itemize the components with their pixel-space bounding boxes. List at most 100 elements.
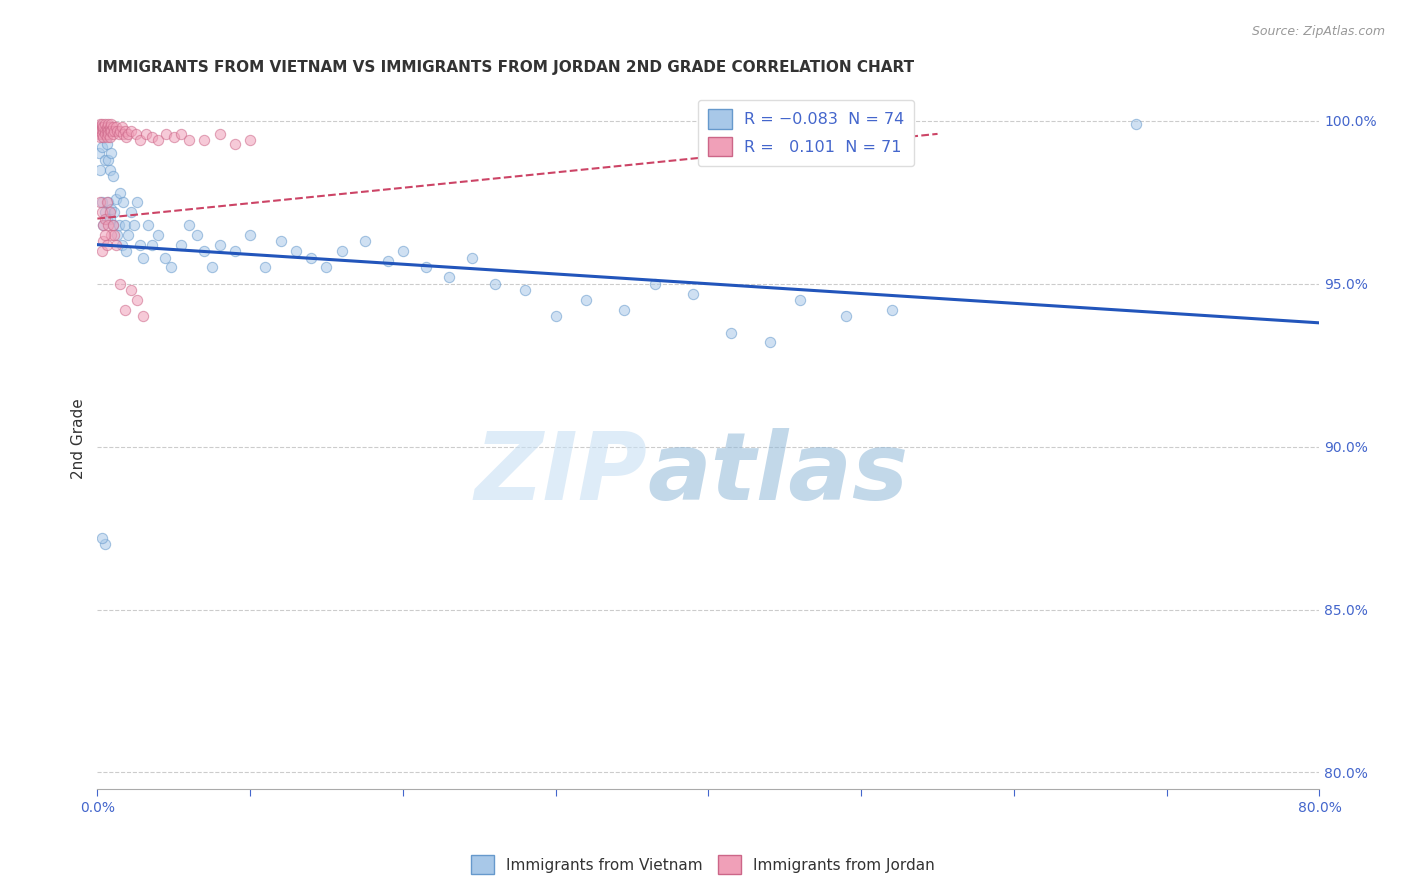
- Point: [460, 251, 482, 265]
- Text: atlas: atlas: [647, 427, 908, 519]
- Point: [94, 205, 117, 219]
- Point: [97, 123, 120, 137]
- Point: [155, 127, 177, 141]
- Point: [112, 195, 135, 210]
- Point: [93, 218, 115, 232]
- Text: Source: ZipAtlas.com: Source: ZipAtlas.com: [1251, 25, 1385, 38]
- Point: [575, 293, 598, 307]
- Point: [115, 130, 138, 145]
- Legend: Immigrants from Vietnam, Immigrants from Jordan: Immigrants from Vietnam, Immigrants from…: [465, 849, 941, 880]
- Text: IMMIGRANTS FROM VIETNAM VS IMMIGRANTS FROM JORDAN 2ND GRADE CORRELATION CHART: IMMIGRANTS FROM VIETNAM VS IMMIGRANTS FR…: [97, 60, 914, 75]
- Point: [110, 123, 132, 137]
- Text: ZIP: ZIP: [474, 427, 647, 519]
- Point: [117, 127, 139, 141]
- Point: [114, 218, 136, 232]
- Point: [100, 117, 122, 131]
- Point: [835, 310, 858, 324]
- Y-axis label: 2nd Grade: 2nd Grade: [72, 398, 86, 479]
- Point: [644, 277, 666, 291]
- Point: [101, 127, 124, 141]
- Point: [122, 218, 145, 232]
- Point: [125, 195, 148, 210]
- Point: [90, 195, 112, 210]
- Point: [107, 127, 129, 141]
- Point: [193, 244, 215, 259]
- Point: [239, 133, 262, 147]
- Point: [208, 237, 231, 252]
- Point: [104, 192, 127, 206]
- Point: [153, 251, 176, 265]
- Point: [100, 146, 122, 161]
- Point: [105, 123, 128, 137]
- Point: [94, 153, 117, 167]
- Point: [100, 202, 122, 216]
- Point: [682, 286, 704, 301]
- Point: [208, 127, 231, 141]
- Point: [90, 205, 112, 219]
- Point: [141, 130, 163, 145]
- Point: [101, 120, 124, 135]
- Point: [96, 211, 118, 226]
- Point: [270, 235, 292, 249]
- Point: [437, 270, 460, 285]
- Point: [93, 123, 115, 137]
- Point: [170, 127, 193, 141]
- Point: [101, 169, 124, 184]
- Point: [90, 140, 112, 154]
- Point: [90, 244, 112, 259]
- Point: [98, 130, 121, 145]
- Point: [148, 227, 170, 242]
- Point: [94, 227, 117, 242]
- Point: [97, 195, 120, 210]
- Point: [141, 237, 163, 252]
- Point: [159, 260, 181, 275]
- Point: [148, 133, 170, 147]
- Point: [120, 283, 142, 297]
- Point: [96, 130, 118, 145]
- Point: [93, 235, 115, 249]
- Point: [100, 123, 122, 137]
- Point: [96, 120, 118, 135]
- Point: [132, 251, 155, 265]
- Point: [87, 146, 110, 161]
- Point: [96, 237, 118, 252]
- Point: [239, 227, 262, 242]
- Point: [89, 130, 111, 145]
- Point: [224, 136, 246, 151]
- Point: [170, 237, 193, 252]
- Point: [98, 120, 121, 135]
- Point: [98, 205, 121, 219]
- Point: [377, 254, 399, 268]
- Point: [105, 227, 128, 242]
- Point: [90, 120, 112, 135]
- Point: [110, 277, 132, 291]
- Point: [111, 120, 134, 135]
- Point: [163, 130, 186, 145]
- Point: [415, 260, 437, 275]
- Point: [129, 237, 152, 252]
- Point: [96, 123, 118, 137]
- Point: [124, 127, 146, 141]
- Point: [125, 293, 148, 307]
- Point: [93, 218, 115, 232]
- Point: [135, 127, 157, 141]
- Point: [104, 120, 127, 135]
- Point: [115, 244, 138, 259]
- Point: [112, 127, 135, 141]
- Point: [299, 251, 322, 265]
- Point: [94, 537, 117, 551]
- Point: [315, 260, 337, 275]
- Point: [97, 218, 120, 232]
- Point: [97, 153, 120, 167]
- Point: [94, 123, 117, 137]
- Point: [107, 218, 129, 232]
- Point: [544, 310, 567, 324]
- Point: [94, 117, 117, 131]
- Point: [96, 136, 118, 151]
- Point: [353, 235, 375, 249]
- Point: [104, 237, 127, 252]
- Point: [93, 130, 115, 145]
- Point: [98, 123, 121, 137]
- Point: [96, 195, 118, 210]
- Point: [89, 195, 111, 210]
